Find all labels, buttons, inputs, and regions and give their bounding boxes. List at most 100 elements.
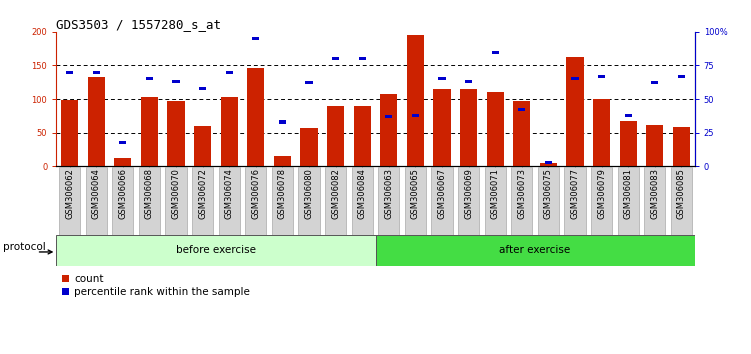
Text: GSM306074: GSM306074	[225, 169, 234, 219]
Bar	[332, 57, 339, 60]
Bar	[119, 141, 126, 144]
Bar	[673, 127, 690, 166]
Bar	[407, 35, 424, 166]
Text: GDS3503 / 1557280_s_at: GDS3503 / 1557280_s_at	[56, 18, 222, 31]
Bar	[279, 120, 286, 124]
Text: GSM306077: GSM306077	[571, 169, 580, 219]
Text: GSM306067: GSM306067	[438, 169, 447, 219]
FancyBboxPatch shape	[59, 167, 80, 235]
FancyBboxPatch shape	[538, 167, 559, 235]
Text: GSM306062: GSM306062	[65, 169, 74, 219]
FancyBboxPatch shape	[379, 167, 400, 235]
Legend: count, percentile rank within the sample: count, percentile rank within the sample	[62, 274, 250, 297]
Bar	[306, 81, 312, 85]
FancyBboxPatch shape	[298, 167, 320, 235]
Bar	[625, 114, 632, 117]
Bar	[513, 101, 530, 166]
Text: GSM306084: GSM306084	[357, 169, 366, 219]
Text: GSM306079: GSM306079	[597, 169, 606, 219]
Bar	[412, 114, 419, 117]
Text: before exercise: before exercise	[176, 245, 256, 256]
Bar	[247, 68, 264, 166]
Bar	[354, 106, 371, 166]
Bar	[651, 81, 659, 85]
Text: GSM306069: GSM306069	[464, 169, 473, 219]
Text: GSM306072: GSM306072	[198, 169, 207, 219]
Text: GSM306080: GSM306080	[304, 169, 313, 219]
Bar	[540, 163, 557, 166]
Text: after exercise: after exercise	[499, 245, 571, 256]
Bar	[300, 128, 318, 166]
Text: GSM306082: GSM306082	[331, 169, 340, 219]
FancyBboxPatch shape	[165, 167, 187, 235]
Bar	[327, 106, 344, 166]
Bar	[173, 80, 179, 83]
Bar	[114, 158, 131, 166]
Bar	[544, 161, 552, 164]
Bar	[88, 77, 105, 166]
FancyBboxPatch shape	[219, 167, 240, 235]
FancyBboxPatch shape	[431, 167, 453, 235]
Bar	[358, 57, 366, 60]
FancyBboxPatch shape	[351, 167, 372, 235]
FancyBboxPatch shape	[617, 167, 639, 235]
FancyBboxPatch shape	[245, 167, 267, 235]
Bar	[380, 95, 397, 166]
Text: GSM306078: GSM306078	[278, 169, 287, 219]
Text: GSM306081: GSM306081	[623, 169, 632, 219]
Bar	[646, 125, 663, 166]
Text: GSM306068: GSM306068	[145, 169, 154, 219]
Bar	[225, 71, 233, 74]
Bar	[433, 89, 451, 166]
Bar	[620, 121, 637, 166]
Text: GSM306065: GSM306065	[411, 169, 420, 219]
Bar	[274, 156, 291, 166]
Text: GSM306075: GSM306075	[544, 169, 553, 219]
Bar	[439, 78, 445, 80]
Text: GSM306076: GSM306076	[252, 169, 261, 219]
Bar	[598, 75, 605, 78]
Bar	[221, 97, 238, 166]
Bar	[66, 71, 74, 74]
Text: GSM306066: GSM306066	[119, 169, 128, 219]
FancyBboxPatch shape	[644, 167, 665, 235]
Bar	[518, 108, 526, 112]
Bar	[385, 115, 393, 118]
Bar	[465, 80, 472, 83]
FancyBboxPatch shape	[591, 167, 612, 235]
Bar	[677, 75, 685, 78]
Text: GSM306064: GSM306064	[92, 169, 101, 219]
Bar	[492, 51, 499, 53]
Text: GSM306083: GSM306083	[650, 169, 659, 219]
Bar	[566, 57, 584, 166]
FancyBboxPatch shape	[458, 167, 479, 235]
Bar	[376, 235, 695, 266]
Bar	[167, 101, 185, 166]
Bar	[593, 99, 611, 166]
Text: GSM306063: GSM306063	[385, 169, 394, 219]
Bar	[92, 71, 100, 74]
FancyBboxPatch shape	[484, 167, 506, 235]
Text: GSM306071: GSM306071	[490, 169, 499, 219]
FancyBboxPatch shape	[325, 167, 346, 235]
Bar	[146, 78, 153, 80]
Bar	[61, 101, 78, 166]
Text: GSM306073: GSM306073	[517, 169, 526, 219]
Text: protocol: protocol	[3, 242, 46, 252]
FancyBboxPatch shape	[272, 167, 293, 235]
FancyBboxPatch shape	[405, 167, 426, 235]
Text: GSM306085: GSM306085	[677, 169, 686, 219]
Text: GSM306070: GSM306070	[171, 169, 180, 219]
Bar	[487, 92, 504, 166]
FancyBboxPatch shape	[139, 167, 160, 235]
FancyBboxPatch shape	[86, 167, 107, 235]
Bar	[140, 97, 158, 166]
Bar	[252, 37, 259, 40]
FancyBboxPatch shape	[564, 167, 586, 235]
FancyBboxPatch shape	[192, 167, 213, 235]
FancyBboxPatch shape	[511, 167, 532, 235]
Bar	[194, 126, 211, 166]
Bar	[460, 89, 477, 166]
Bar	[572, 78, 578, 80]
FancyBboxPatch shape	[112, 167, 134, 235]
